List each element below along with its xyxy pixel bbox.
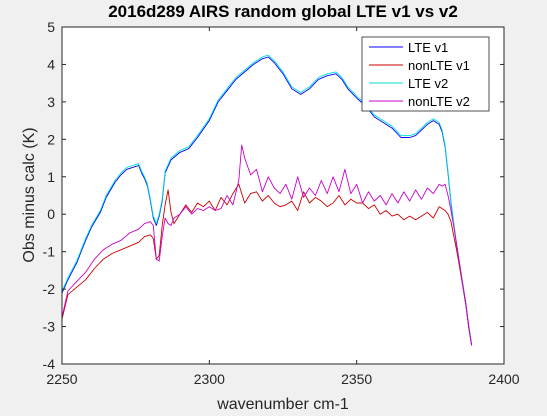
series-line-nonlte-v1 bbox=[61, 183, 473, 346]
legend-label: LTE v2 bbox=[408, 76, 448, 91]
y-tick-label: 0 bbox=[47, 206, 55, 222]
y-tick-label: 5 bbox=[47, 19, 55, 35]
chart-title: 2016d289 AIRS random global LTE v1 vs v2 bbox=[108, 2, 458, 21]
legend-label: nonLTE v1 bbox=[408, 58, 470, 73]
legend-box bbox=[361, 36, 490, 112]
x-axis-label: wavenumber cm-1 bbox=[216, 396, 349, 413]
series-line-lte-v1 bbox=[61, 56, 473, 346]
series-line-lte-v2 bbox=[61, 54, 473, 344]
series-line-nonlte-v2 bbox=[61, 144, 473, 346]
x-tick-label: 2300 bbox=[194, 371, 225, 387]
y-tick-label: -2 bbox=[43, 281, 56, 297]
x-tick-label: 2400 bbox=[488, 371, 519, 387]
x-tick-label: 2350 bbox=[341, 371, 372, 387]
y-tick-label: -1 bbox=[43, 244, 56, 260]
y-tick-label: 2 bbox=[47, 131, 55, 147]
legend-label: LTE v1 bbox=[408, 40, 448, 55]
y-tick-label: 4 bbox=[47, 56, 55, 72]
legend-entries: LTE v1 nonLTE v1 LTE v2 nonLTE v2 bbox=[369, 40, 470, 109]
y-tick-label: 3 bbox=[47, 94, 55, 110]
series-layer bbox=[61, 54, 473, 346]
x-tick-label: 2250 bbox=[46, 371, 77, 387]
y-axis-label: Obs minus calc (K) bbox=[21, 127, 38, 262]
y-tick-label: 1 bbox=[47, 169, 55, 185]
legend-label: nonLTE v2 bbox=[408, 94, 470, 109]
legend: LTE v1 nonLTE v1 LTE v2 nonLTE v2 bbox=[361, 36, 490, 112]
y-tick-label: -3 bbox=[43, 319, 56, 335]
plot-frame bbox=[61, 26, 505, 365]
ticks-layer: 2250 2300 2350 2400 -4 -3 -2 -1 0 1 2 3 4 5 bbox=[43, 19, 520, 387]
y-tick-label: -4 bbox=[43, 356, 56, 372]
